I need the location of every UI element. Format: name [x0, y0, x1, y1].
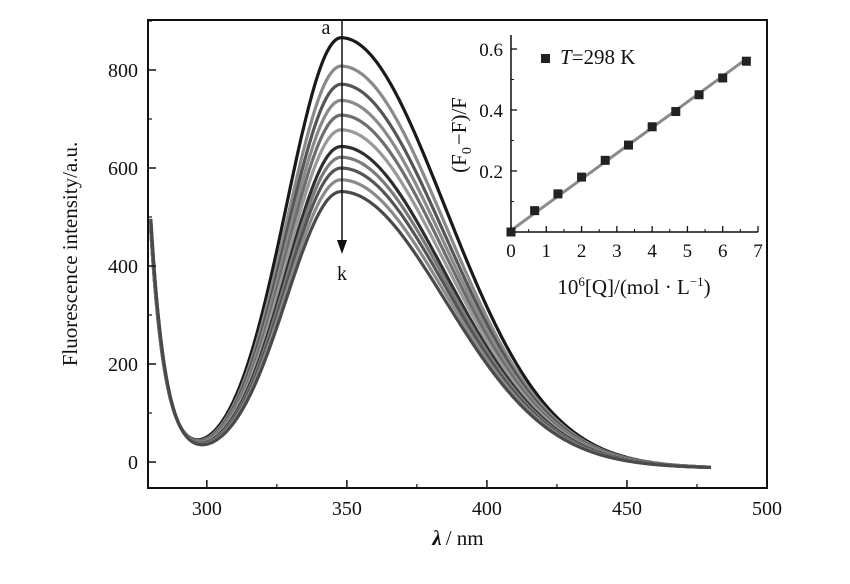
inset-data-point	[741, 56, 751, 66]
main-plot-frame	[147, 19, 768, 489]
inset-xlabel-close: )	[704, 275, 711, 299]
x-axis-unit: / nm	[446, 526, 484, 550]
y-tick-label: 400	[108, 256, 138, 278]
x-tick-label: 450	[612, 498, 642, 520]
spectrum-curve-k	[149, 190, 711, 469]
y-tick-label: 800	[108, 60, 138, 82]
inset-data-point	[600, 155, 610, 165]
y-tick-label: 600	[108, 158, 138, 180]
y-tick-label: 0	[128, 452, 138, 474]
inset-data-point	[530, 206, 540, 216]
inset-x-tick-label: 3	[612, 241, 622, 262]
inset-ylabel-open: (F	[447, 154, 471, 173]
inset-x-axis-title: 106[Q]/(mol · L−1)	[557, 274, 710, 299]
inset-xlabel-exp: 6	[578, 274, 585, 289]
main-curves	[149, 36, 712, 469]
inset-x-tick-label: 1	[542, 241, 552, 262]
inset-ylabel-rest: −F)/F	[447, 97, 471, 145]
arrow-label-a: a	[322, 17, 331, 39]
inset-data-point	[718, 73, 728, 83]
inset-y-tick-label: 0.6	[479, 40, 503, 61]
x-tick-label: 500	[752, 498, 782, 520]
inset-plot: 0 1 2 3 4 5 6 7 0.2 0.4 0.6	[479, 35, 763, 262]
x-axis-symbol: λ	[431, 526, 441, 550]
inset-x-tick-label: 6	[718, 241, 728, 262]
x-tick-label: 350	[332, 498, 362, 520]
inset-x-tick-label: 4	[647, 241, 657, 262]
inset-x-tick-label: 2	[577, 241, 587, 262]
inset-data-point	[506, 227, 516, 237]
inset-ylabel-sub: 0	[460, 147, 475, 154]
inset-data-point	[577, 172, 587, 182]
inset-y-axis-title: (F0 −F)/F	[447, 97, 475, 173]
x-tick-label: 300	[192, 498, 222, 520]
inset-data-point	[671, 107, 681, 117]
inset-legend: T=298 K	[560, 45, 635, 69]
arrow-label-k: k	[337, 263, 347, 285]
main-x-axis-title: λ / nm	[431, 526, 483, 550]
inset-data-point	[694, 90, 704, 100]
inset-x-tick-label: 0	[506, 241, 516, 262]
inset-data-point	[553, 189, 563, 199]
inset-legend-marker	[541, 54, 550, 63]
inset-xlabel-unit-exp: −1	[690, 274, 704, 289]
inset-y-tick-label: 0.2	[479, 162, 503, 183]
main-y-axis-title: Fluorescence intensity/a.u.	[58, 142, 82, 367]
x-tick-label: 400	[472, 498, 502, 520]
legend-italic: T	[560, 45, 573, 69]
inset-data-point	[647, 122, 657, 132]
legend-rest: =298 K	[572, 45, 636, 69]
inset-data-point	[624, 140, 634, 150]
y-tick-label: 200	[108, 354, 138, 376]
inset-xlabel-rest: [Q]/(mol · L	[585, 275, 690, 299]
inset-x-tick-label: 7	[753, 241, 763, 262]
inset-y-tick-label: 0.4	[479, 101, 503, 122]
inset-x-tick-label: 5	[683, 241, 693, 262]
inset-xlabel-base: 10	[557, 275, 578, 299]
quench-arrow-head	[337, 240, 347, 254]
